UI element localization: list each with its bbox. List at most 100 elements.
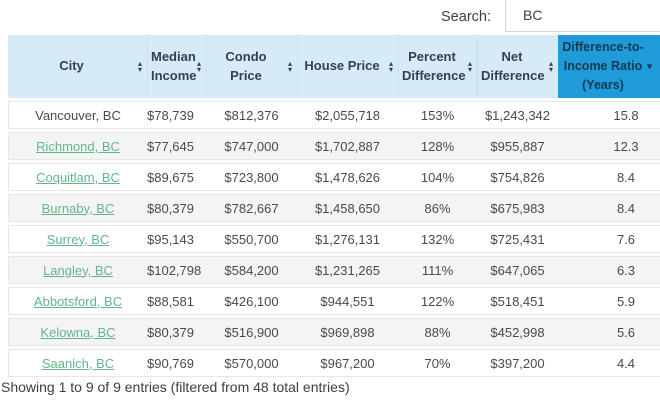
table-row: Abbotsford, BC $88,581 $426,100 $944,551… — [8, 287, 660, 315]
table-header-row: City ▴ ▾ Median Income ▴ ▾ Condo Price ▴ ▾ House … — [8, 35, 660, 98]
cell-percent-difference: 86% — [398, 194, 477, 222]
cell-net-difference: $518,451 — [477, 287, 558, 315]
cell-median-income: $102,798 — [147, 256, 206, 284]
cell-median-income: $88,581 — [147, 287, 206, 315]
sort-both-icon: ▴ ▾ — [388, 58, 393, 74]
cell-net-difference: $754,826 — [477, 163, 558, 191]
cell-city: Abbotsford, BC — [8, 287, 147, 315]
cell-net-difference: $397,200 — [477, 349, 558, 377]
cell-condo-price: $550,700 — [206, 225, 297, 253]
table-row: Surrey, BC $95,143 $550,700 $1,276,131 1… — [8, 225, 660, 253]
column-header-median_income[interactable]: Median Income ▴ ▾ — [147, 35, 206, 98]
cell-ratio: 6.3 — [558, 256, 660, 284]
table-row: Langley, BC $102,798 $584,200 $1,231,265… — [8, 256, 660, 284]
city-link[interactable]: Kelowna, BC — [40, 324, 116, 340]
cell-net-difference: $675,983 — [477, 194, 558, 222]
cell-percent-difference: 70% — [398, 349, 477, 377]
cell-ratio: 5.9 — [558, 287, 660, 315]
cell-ratio: 5.6 — [558, 318, 660, 346]
city-link[interactable]: Saanich, BC — [41, 355, 115, 371]
cell-percent-difference: 122% — [398, 287, 477, 315]
cell-percent-difference: 88% — [398, 318, 477, 346]
cell-net-difference: $647,065 — [477, 256, 558, 284]
cell-net-difference: $452,998 — [477, 318, 558, 346]
cell-house-price: $1,702,887 — [297, 132, 398, 160]
cell-city: Coquitlam, BC — [8, 163, 147, 191]
column-label: Median Income — [151, 48, 197, 83]
column-header-city[interactable]: City ▴ ▾ — [8, 35, 147, 98]
cell-net-difference: $725,431 — [477, 225, 558, 253]
cell-percent-difference: 153% — [398, 101, 477, 129]
cell-city: Richmond, BC — [8, 132, 147, 160]
cell-percent-difference: 132% — [398, 225, 477, 253]
cell-house-price: $969,898 — [297, 318, 398, 346]
cell-percent-difference: 111% — [398, 256, 477, 284]
cell-net-difference: $1,243,342 — [477, 101, 558, 129]
table-row: Vancouver, BC $78,739 $812,376 $2,055,71… — [8, 101, 660, 129]
city-link[interactable]: Abbotsford, BC — [33, 293, 123, 309]
city-link[interactable]: Richmond, BC — [36, 138, 120, 154]
data-table: City ▴ ▾ Median Income ▴ ▾ Condo Price ▴ ▾ House … — [8, 32, 660, 380]
column-header-percent_difference[interactable]: Percent Difference ▴ ▾ — [398, 35, 477, 98]
cell-percent-difference: 104% — [398, 163, 477, 191]
cell-ratio: 12.3 — [558, 132, 660, 160]
column-label: Net Difference — [481, 48, 545, 83]
cell-median-income: $80,379 — [147, 194, 206, 222]
cell-city: Langley, BC — [8, 256, 147, 284]
cell-city: Saanich, BC — [8, 349, 147, 377]
cell-ratio: 8.4 — [558, 163, 660, 191]
cell-house-price: $2,055,718 — [297, 101, 398, 129]
cell-condo-price: $570,000 — [206, 349, 297, 377]
cell-condo-price: $782,667 — [206, 194, 297, 222]
cell-condo-price: $426,100 — [206, 287, 297, 315]
cell-percent-difference: 128% — [398, 132, 477, 160]
column-label: City — [59, 58, 84, 74]
sort-both-icon: ▴ ▾ — [196, 58, 201, 74]
table-row: Richmond, BC $77,645 $747,000 $1,702,887… — [8, 132, 660, 160]
cell-ratio: 7.6 — [558, 225, 660, 253]
sort-both-icon: ▴ ▾ — [548, 58, 553, 74]
cell-city: Vancouver, BC — [8, 101, 147, 129]
cell-median-income: $78,739 — [147, 101, 206, 129]
sort-both-icon: ▴ ▾ — [467, 58, 472, 74]
table-body: Vancouver, BC $78,739 $812,376 $2,055,71… — [8, 101, 660, 377]
cell-ratio: 4.4 — [558, 349, 660, 377]
column-label: Difference-to-Income Ratio (Years) — [562, 40, 644, 92]
cell-house-price: $944,551 — [297, 287, 398, 315]
cell-net-difference: $955,887 — [477, 132, 558, 160]
city-link[interactable]: Burnaby, BC — [41, 200, 115, 216]
column-label: Condo Price — [225, 48, 267, 83]
cell-house-price: $1,231,265 — [297, 256, 398, 284]
sort-both-icon: ▴ ▾ — [137, 58, 142, 74]
column-header-house_price[interactable]: House Price ▴ ▾ — [297, 35, 398, 98]
cell-house-price: $967,200 — [297, 349, 398, 377]
table-row: Saanich, BC $90,769 $570,000 $967,200 70… — [8, 349, 660, 377]
table-row: Burnaby, BC $80,379 $782,667 $1,458,650 … — [8, 194, 660, 222]
cell-median-income: $80,379 — [147, 318, 206, 346]
cell-city: Surrey, BC — [8, 225, 147, 253]
search-input[interactable] — [505, 0, 660, 32]
cell-condo-price: $812,376 — [206, 101, 297, 129]
cell-condo-price: $516,900 — [206, 318, 297, 346]
cell-ratio: 15.8 — [558, 101, 660, 129]
table-row: Kelowna, BC $80,379 $516,900 $969,898 88… — [8, 318, 660, 346]
city-link[interactable]: Coquitlam, BC — [36, 169, 120, 185]
cell-condo-price: $584,200 — [206, 256, 297, 284]
cell-house-price: $1,478,626 — [297, 163, 398, 191]
city-link[interactable]: Surrey, BC — [46, 231, 110, 247]
cell-median-income: $77,645 — [147, 132, 206, 160]
column-label: Percent Difference — [402, 48, 466, 83]
cell-house-price: $1,276,131 — [297, 225, 398, 253]
search-label: Search: — [441, 9, 491, 25]
column-header-ratio[interactable]: Difference-to-Income Ratio (Years) ▼ — [558, 35, 660, 98]
sort-both-icon: ▴ ▾ — [287, 58, 292, 74]
column-header-condo_price[interactable]: Condo Price ▴ ▾ — [206, 35, 297, 98]
cell-city: Kelowna, BC — [8, 318, 147, 346]
city-link[interactable]: Langley, BC — [43, 262, 113, 278]
cell-condo-price: $747,000 — [206, 132, 297, 160]
column-header-net_difference[interactable]: Net Difference ▴ ▾ — [477, 35, 558, 98]
table-row: Coquitlam, BC $89,675 $723,800 $1,478,62… — [8, 163, 660, 191]
cell-median-income: $95,143 — [147, 225, 206, 253]
sort-desc-icon: ▼ — [645, 60, 654, 71]
